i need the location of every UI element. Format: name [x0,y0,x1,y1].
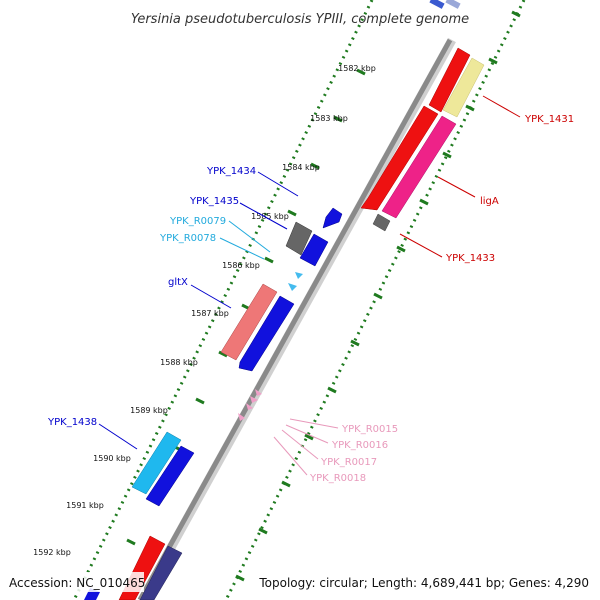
kbp-mark [373,292,383,300]
cds-ypk-1435-blue[interactable] [299,233,329,267]
kbp-mark [419,198,429,206]
cds-ypk-1433[interactable] [372,213,391,232]
cds-gltx-blue[interactable] [238,295,295,372]
tick-label: 1588 kbp [160,358,198,367]
gene-label-ypk-r0018[interactable]: YPK_R0018 [309,473,366,484]
leader-line [285,424,329,444]
leader-line [98,423,138,450]
kbp-labels: 1582 kbp 1583 kbp 1584 kbp 1585 kbp 1586… [33,64,376,557]
kbp-mark [356,68,366,76]
outer-ring-kbp-marks [235,10,521,582]
cds-liga-pink[interactable] [381,115,457,219]
tick-label: 1587 kbp [191,309,229,318]
leader-line [228,220,271,253]
trna-ypk-r0018[interactable] [238,413,245,421]
kbp-mark [264,256,274,264]
kbp-mark [218,350,228,358]
inner-tick-ring [72,0,374,600]
reverse-strand-features [84,207,343,600]
top-clipped-features [429,0,461,9]
leader-line [281,429,319,460]
trna-ypk-r0017[interactable] [246,403,253,410]
gene-label-ypk-r0079[interactable]: YPK_R0079 [169,216,226,227]
gene-label-gltx[interactable]: gltX [168,277,188,288]
tick-label: 1589 kbp [130,406,168,415]
footer-accession: Accession: NC_010465 [9,576,145,590]
gene-label-ypk-1431[interactable]: YPK_1431 [524,114,574,125]
gene-label-ypk-r0078[interactable]: YPK_R0078 [159,233,216,244]
kbp-mark [304,433,314,441]
gene-label-ypk-1435[interactable]: YPK_1435 [189,196,239,207]
gene-label-liga[interactable]: ligA [480,196,499,207]
top-clipped-gray-feature [445,0,461,9]
kbp-mark [333,115,343,123]
leader-line [219,237,265,260]
leader-line [289,418,339,429]
tick-label: 1591 kbp [66,501,104,510]
trna-ypk-r0015[interactable] [255,389,262,396]
kbp-mark [310,162,320,170]
footer-summary: Topology: circular; Length: 4,689,441 bp… [258,576,589,590]
trna-ypk-r0078[interactable] [288,283,297,291]
genome-backbone [137,38,453,600]
leader-line [239,202,288,230]
kbp-mark [488,57,498,65]
leader-line [399,233,443,258]
cds-ypk-1438-cyan[interactable] [131,431,182,495]
tick-label: 1583 kbp [310,114,348,123]
tick-label: 1585 kbp [251,212,289,221]
cds-liga-red[interactable] [360,105,439,211]
map-title: Yersinia pseudotuberculosis YPIII, compl… [131,12,469,27]
tick-label: 1582 kbp [338,64,376,73]
cds-ypk-1431[interactable] [428,47,471,113]
tick-label: 1592 kbp [33,548,71,557]
kbp-mark [258,527,268,535]
leader-line [190,284,232,309]
gene-label-ypk-r0015[interactable]: YPK_R0015 [341,424,398,435]
cds-yellow-neighbor[interactable] [442,57,485,118]
trna-ypk-r0079[interactable] [295,272,303,279]
leader-line [257,171,299,197]
gene-label-ypk-r0016[interactable]: YPK_R0016 [331,440,388,451]
leader-line [482,95,521,118]
top-clipped-blue-feature [429,0,445,9]
leader-line [437,176,476,198]
gene-labels: YPK_1431 ligA YPK_1433 YPK_1434 YPK_1435… [47,95,574,484]
footer-accession-backdrop [6,572,144,592]
tick-label: 1584 kbp [282,163,320,172]
kbp-mark [442,151,452,159]
gene-label-ypk-r0017[interactable]: YPK_R0017 [320,457,377,468]
leader-line [273,436,308,476]
kbp-mark [287,209,297,217]
kbp-mark [327,386,337,394]
kbp-mark [235,574,245,582]
kbp-mark [511,10,521,18]
kbp-mark [350,339,360,347]
kbp-mark [126,538,136,546]
kbp-mark [396,245,406,253]
cds-bottom-navy[interactable] [139,545,183,600]
cds-ypk-1434[interactable] [322,207,343,229]
trna-ypk-r0016[interactable] [250,396,258,403]
gene-label-ypk-1434[interactable]: YPK_1434 [206,166,256,177]
footer-summary-backdrop [256,572,596,592]
cds-ypk-1438-blue[interactable] [145,445,195,507]
kbp-mark [465,104,475,112]
kbp-mark [195,397,205,405]
tick-label: 1586 kbp [222,261,260,270]
kbp-mark [281,480,291,488]
tick-label: 1590 kbp [93,454,131,463]
gene-label-ypk-1438[interactable]: YPK_1438 [47,417,97,428]
gene-label-ypk-1433[interactable]: YPK_1433 [445,253,495,264]
cds-ypk-1435-gray[interactable] [285,221,313,256]
cds-gltx-salmon[interactable] [220,283,278,361]
forward-strand-features [360,47,485,232]
